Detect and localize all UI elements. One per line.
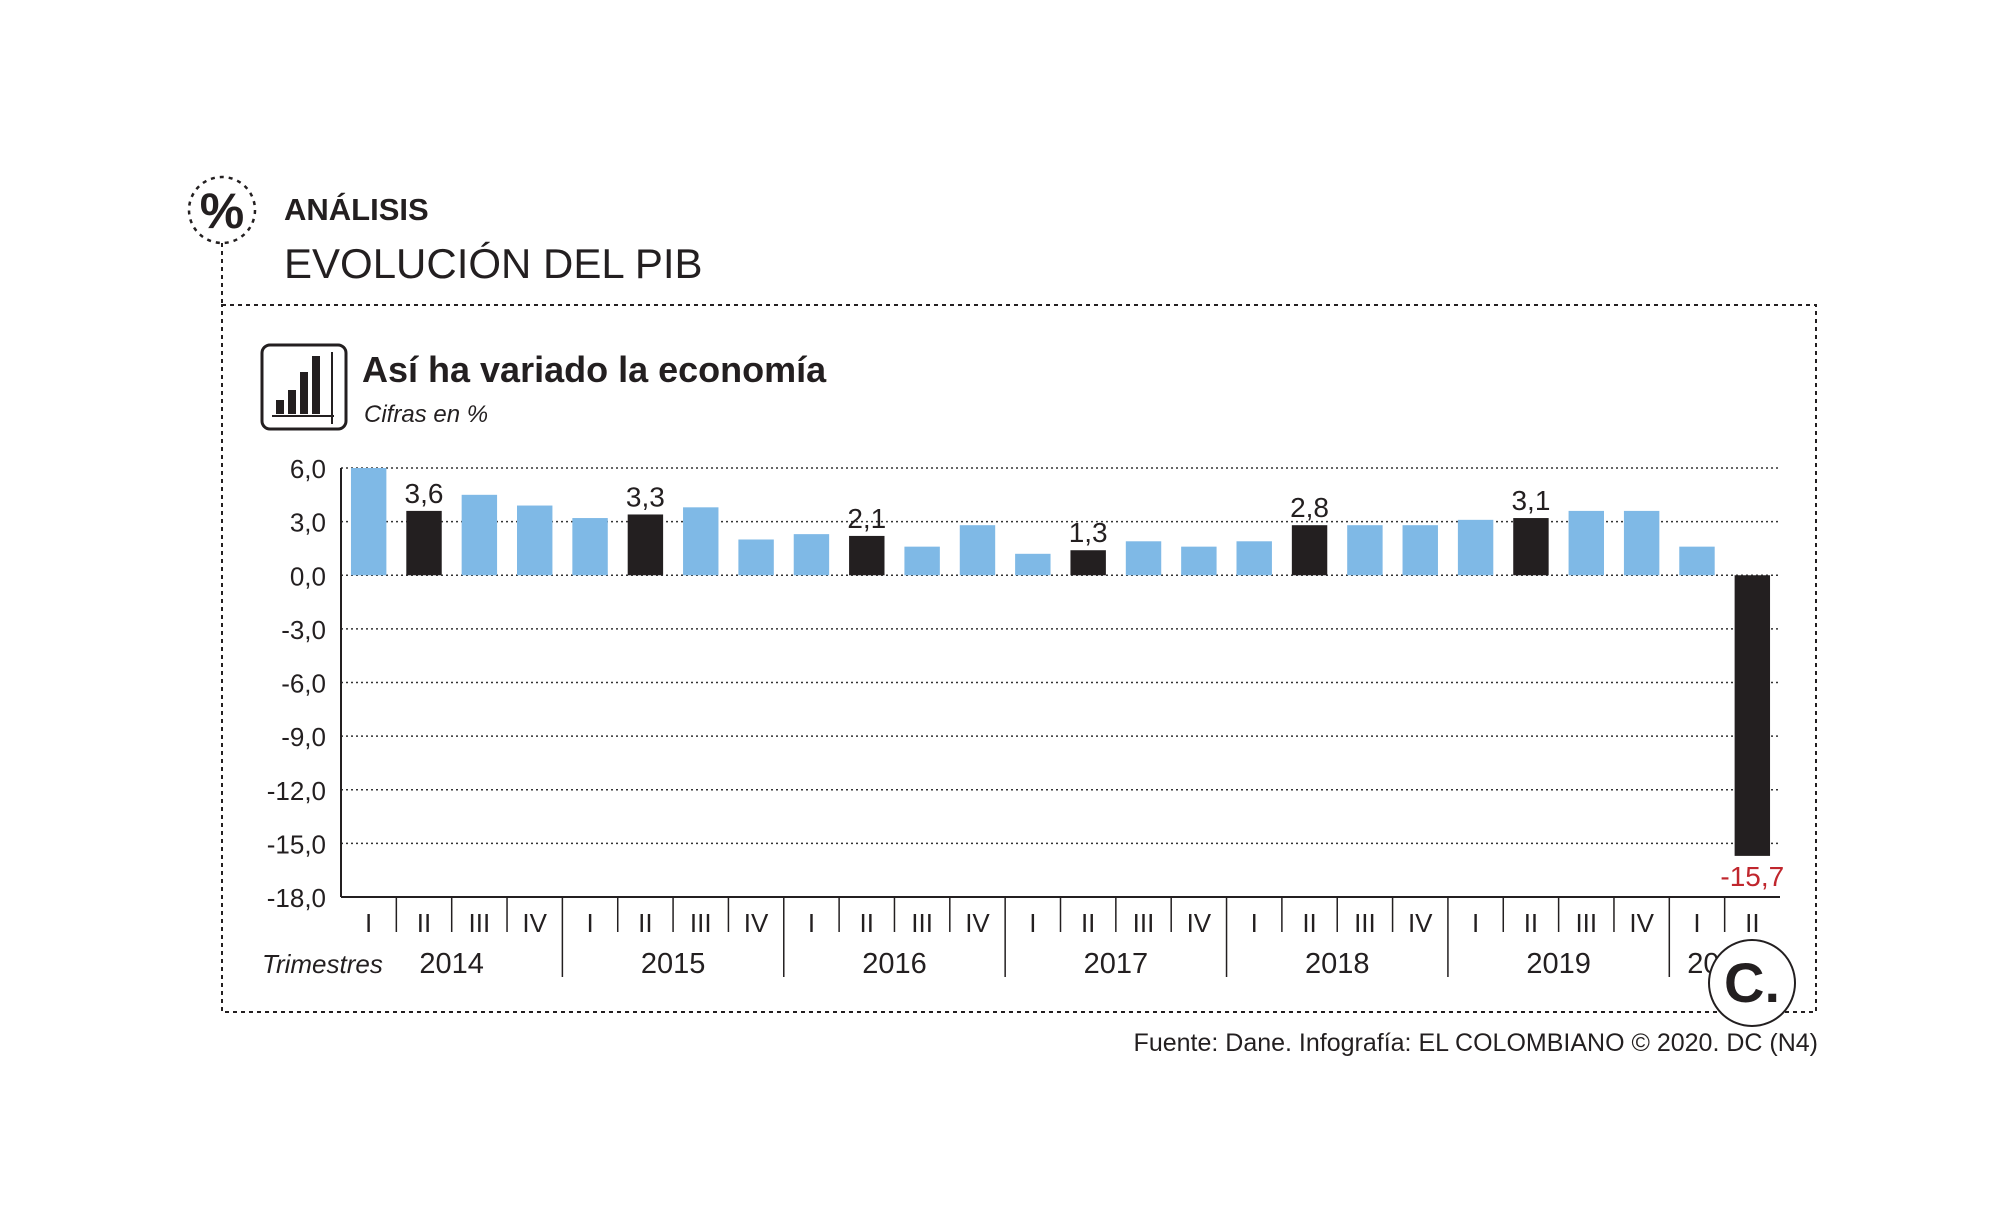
bar-iii-6 (683, 507, 719, 576)
x-axis-title: Trimestres (262, 949, 383, 979)
quarter-label: IV (744, 908, 769, 938)
quarter-label: II (860, 908, 874, 938)
bar-chart-icon (260, 343, 348, 431)
value-label: 2,1 (847, 503, 886, 534)
bar-ii-25 (1734, 575, 1771, 856)
header: % ANÁLISIS EVOLUCIÓN DEL PIB (187, 175, 703, 305)
bar-i-4 (572, 518, 608, 576)
percent-icon (187, 175, 257, 245)
source-note: Fuente: Dane. Infografía: EL COLOMBIANO … (1134, 1029, 1818, 1057)
quarter-label: IV (522, 908, 547, 938)
chart-heading: Así ha variado la economía Cifras en % (260, 343, 827, 431)
bar-iv-19 (1402, 525, 1438, 576)
quarter-label: II (417, 908, 431, 938)
quarter-label: IV (1629, 908, 1654, 938)
grid (341, 467, 1780, 845)
y-tick-label: -3,0 (281, 615, 326, 645)
bar-ii-1 (406, 510, 442, 576)
y-tick-label: 0,0 (290, 561, 326, 591)
y-tick-label: -18,0 (267, 883, 326, 913)
year-label: 2017 (1084, 948, 1149, 980)
quarter-label: I (808, 908, 815, 938)
bar-iii-22 (1568, 510, 1604, 576)
chart-subtitle: Cifras en % (364, 401, 488, 428)
y-tick-label: -15,0 (267, 829, 326, 859)
quarter-label: II (638, 908, 652, 938)
year-label: 2019 (1526, 948, 1591, 980)
quarter-label: IV (1408, 908, 1433, 938)
value-labels: 3,6 3,3 2,1 1,3 2,8 3,1 -15,7 (405, 478, 1785, 892)
bar-ii-5 (627, 514, 664, 576)
quarter-label: IV (1187, 908, 1212, 938)
quarter-label: II (1081, 908, 1095, 938)
y-axis-ticks: 6,0 3,0 0,0 -3,0 -6,0 -9,0 -12,0 -15,0 -18,0 (267, 454, 326, 913)
bar-ii-9 (849, 535, 885, 576)
bar-iv-3 (517, 505, 553, 576)
bar-i-8 (793, 534, 830, 576)
quarter-label: III (690, 908, 712, 938)
logo: C. (1708, 939, 1796, 1027)
bar-iv-7 (738, 539, 774, 576)
bar-iii-14 (1125, 541, 1162, 576)
chart-frame (221, 304, 1817, 1013)
percent-badge: % (187, 175, 257, 245)
y-tick-label: 3,0 (290, 508, 326, 538)
quarter-label: I (365, 908, 372, 938)
quarter-label: II (1524, 908, 1538, 938)
percent-symbol: % (200, 183, 244, 239)
bar-i-12 (1015, 553, 1051, 576)
bar-iv-15 (1181, 546, 1217, 576)
bars (350, 468, 1771, 856)
quarter-label: III (469, 908, 491, 938)
value-label: 3,1 (1511, 485, 1550, 516)
y-tick-label: -9,0 (281, 722, 326, 752)
logo-text: C. (1724, 951, 1780, 1014)
bar-iii-18 (1347, 525, 1383, 576)
y-tick-label: -6,0 (281, 669, 326, 699)
quarter-label: III (1354, 908, 1376, 938)
page-title: EVOLUCIÓN DEL PIB (284, 240, 703, 287)
quarter-label: I (1251, 908, 1258, 938)
quarter-label: II (1745, 908, 1759, 938)
value-label: 3,3 (626, 481, 665, 512)
value-label: 1,3 (1069, 517, 1108, 548)
quarter-label: IV (965, 908, 990, 938)
bar-i-16 (1236, 541, 1272, 576)
section-label: ANÁLISIS (284, 192, 429, 227)
quarter-label: III (911, 908, 933, 938)
quarter-label: III (1575, 908, 1597, 938)
chart-title: Así ha variado la economía (362, 349, 827, 390)
quarter-label: I (1472, 908, 1479, 938)
bar-i-0 (350, 468, 387, 576)
bar-iii-2 (461, 494, 498, 576)
bar-iv-11 (959, 525, 996, 576)
bar-ii-21 (1513, 518, 1549, 576)
bar-iv-23 (1623, 510, 1660, 576)
x-axis: I II III IV I II III IV I II III IV I II III IV I II III IV… (340, 468, 1780, 980)
value-label: 2,8 (1290, 492, 1329, 523)
year-label: 2016 (862, 948, 927, 980)
value-label: 3,6 (405, 478, 444, 509)
y-tick-label: 6,0 (290, 454, 326, 484)
bar-i-24 (1679, 546, 1715, 576)
year-label: 2018 (1305, 948, 1370, 980)
quarter-label: I (1029, 908, 1036, 938)
bar-ii-13 (1070, 550, 1106, 576)
bar-i-20 (1457, 519, 1494, 576)
quarter-label: I (1693, 908, 1700, 938)
y-tick-label: -12,0 (267, 776, 326, 806)
quarter-label: I (586, 908, 593, 938)
year-label: 2015 (641, 948, 706, 980)
value-label: -15,7 (1720, 861, 1784, 892)
bar-iii-10 (904, 546, 940, 576)
quarter-label: III (1133, 908, 1155, 938)
year-label: 2014 (419, 948, 484, 980)
quarter-label: II (1302, 908, 1316, 938)
bar-ii-17 (1291, 525, 1328, 576)
